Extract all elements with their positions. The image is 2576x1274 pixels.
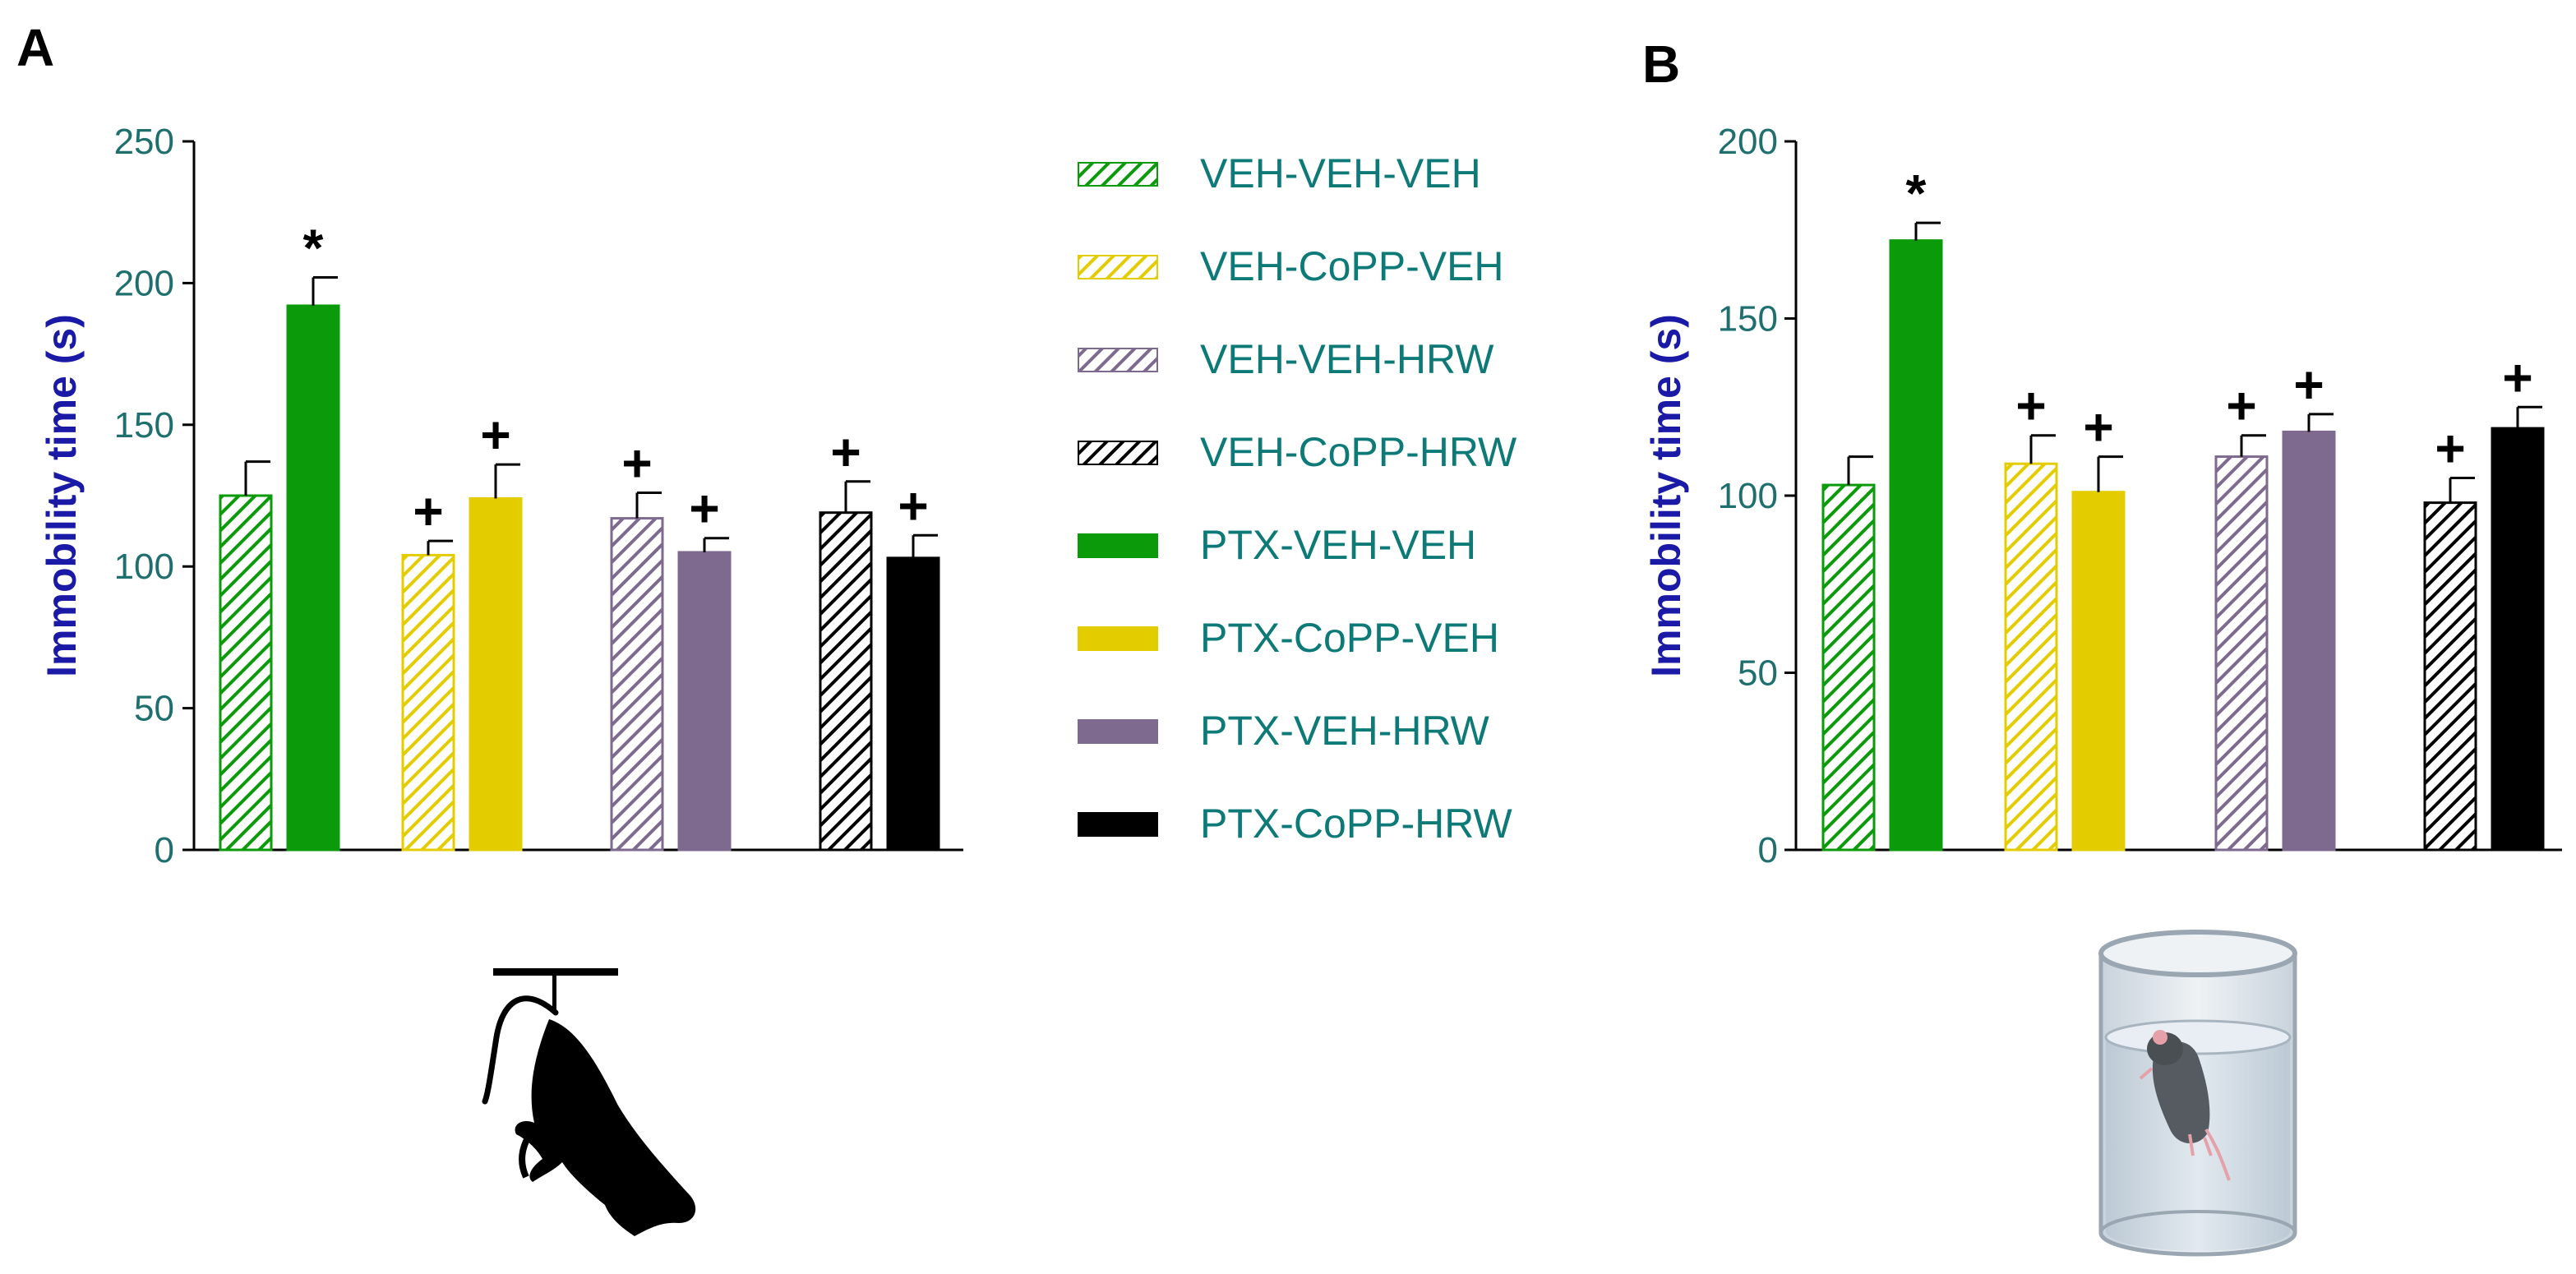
legend-swatch — [1078, 162, 1158, 187]
chart-a-bars: * + + + + + + — [219, 219, 940, 852]
legend-swatch — [1078, 626, 1158, 651]
swimming-mouse-tail — [2204, 1128, 2231, 1181]
tail-suspension-mouse-illustration — [482, 968, 696, 1236]
significance-plus: + — [2435, 418, 2465, 478]
bar-veh-veh-veh — [1821, 483, 1876, 852]
significance-plus: + — [2015, 376, 2046, 436]
chart-a-ylabel: Immobility time (s) — [39, 314, 85, 677]
mouse-hind-leg — [519, 1124, 538, 1179]
significance-plus: + — [2293, 355, 2324, 414]
bar-veh-veh-veh — [219, 494, 273, 852]
bar-ptx-copp-hrw — [2491, 427, 2545, 852]
y-tick-label: 150 — [114, 405, 174, 445]
significance-plus: + — [898, 476, 928, 535]
cylinder-rim — [2098, 930, 2297, 977]
bar-ptx-veh-hrw — [2282, 430, 2336, 852]
chart-b-bars: * + + + + + + — [1821, 164, 2545, 852]
bar-veh-copp-hrw — [819, 511, 873, 852]
bar-ptx-veh-veh — [286, 304, 340, 852]
y-tick-label: 50 — [134, 689, 174, 729]
y-tick-label: 50 — [1738, 653, 1778, 694]
y-tick-label: 100 — [1718, 476, 1778, 516]
bar-ptx-veh-veh — [1889, 239, 1943, 852]
bar-ptx-copp-hrw — [886, 556, 940, 852]
water-surface — [2104, 1019, 2292, 1055]
swimming-mouse-ear — [2153, 1030, 2167, 1045]
bar-veh-copp-hrw — [2423, 501, 2477, 852]
mouse-tail — [482, 995, 559, 1105]
y-tick-label: 200 — [1718, 122, 1778, 162]
y-tick-label: 200 — [114, 263, 174, 303]
legend-label: VEH-VEH-VEH — [1200, 150, 1481, 196]
cylinder-base — [2099, 1210, 2297, 1256]
y-tick-label: 250 — [114, 122, 174, 162]
mouse-body-silhouette — [515, 1019, 696, 1236]
suspension-bar — [493, 968, 618, 976]
chart-b-ylabel: Immobility time (s) — [1643, 314, 1689, 677]
bar-ptx-veh-hrw — [677, 551, 732, 852]
chart-a-yticks: 0 50 100 150 200 250 — [114, 122, 194, 870]
significance-plus: + — [621, 434, 652, 493]
legend-swatch — [1078, 348, 1158, 372]
significance-plus: + — [689, 479, 719, 538]
significance-plus: + — [413, 482, 443, 541]
legend-label: PTX-VEH-VEH — [1200, 522, 1476, 568]
panel-label-b: B — [1642, 35, 1680, 94]
significance-plus: + — [2083, 398, 2113, 457]
swimming-mouse-paw — [2139, 1067, 2213, 1156]
legend-label: PTX-VEH-HRW — [1200, 708, 1490, 754]
legend-label: VEH-CoPP-VEH — [1200, 243, 1504, 289]
legend-label: PTX-CoPP-HRW — [1200, 801, 1512, 847]
significance-asterisk: * — [1906, 164, 1927, 223]
bar-veh-veh-hrw — [2214, 455, 2269, 852]
bar-ptx-copp-veh — [469, 496, 523, 852]
chart-b-yticks: 0 50 100 150 200 — [1718, 122, 1796, 870]
forced-swim-mouse-illustration — [2098, 930, 2297, 1257]
legend: VEH-VEH-VEH VEH-CoPP-VEH VEH-VEH-HRW VEH-Co… — [1078, 150, 1517, 847]
y-tick-label: 150 — [1718, 299, 1778, 339]
legend-label: PTX-CoPP-VEH — [1200, 615, 1499, 661]
y-tick-label: 0 — [155, 830, 174, 870]
y-tick-label: 0 — [1758, 830, 1778, 870]
swimming-mouse-body — [2152, 1041, 2210, 1144]
legend-swatch — [1078, 441, 1158, 465]
legend-swatch — [1078, 255, 1158, 279]
bar-veh-copp-veh — [2004, 462, 2058, 852]
significance-plus: + — [480, 405, 510, 464]
panel-label-a: A — [16, 18, 54, 77]
bar-veh-copp-veh — [401, 553, 455, 852]
suspension-string — [552, 975, 556, 1011]
y-tick-label: 100 — [114, 547, 174, 587]
chart-a: 0 50 100 150 200 250 Immobility time (s) * + + +… — [39, 122, 963, 870]
significance-plus: + — [2502, 348, 2532, 407]
legend-swatch — [1078, 533, 1158, 558]
bar-ptx-copp-veh — [2071, 491, 2126, 852]
significance-plus: + — [2226, 376, 2256, 436]
legend-swatch — [1078, 812, 1158, 837]
significance-plus: + — [830, 422, 861, 482]
water-volume — [2106, 1037, 2290, 1251]
mouse-ear — [649, 1174, 672, 1197]
legend-swatch — [1078, 719, 1158, 744]
chart-b: 0 50 100 150 200 Immobility time (s) * + + + + + + — [1643, 122, 2562, 870]
legend-label: VEH-VEH-HRW — [1200, 336, 1494, 382]
bar-veh-veh-hrw — [610, 517, 664, 852]
legend-label: VEH-CoPP-HRW — [1200, 429, 1517, 475]
significance-asterisk: * — [303, 219, 324, 278]
